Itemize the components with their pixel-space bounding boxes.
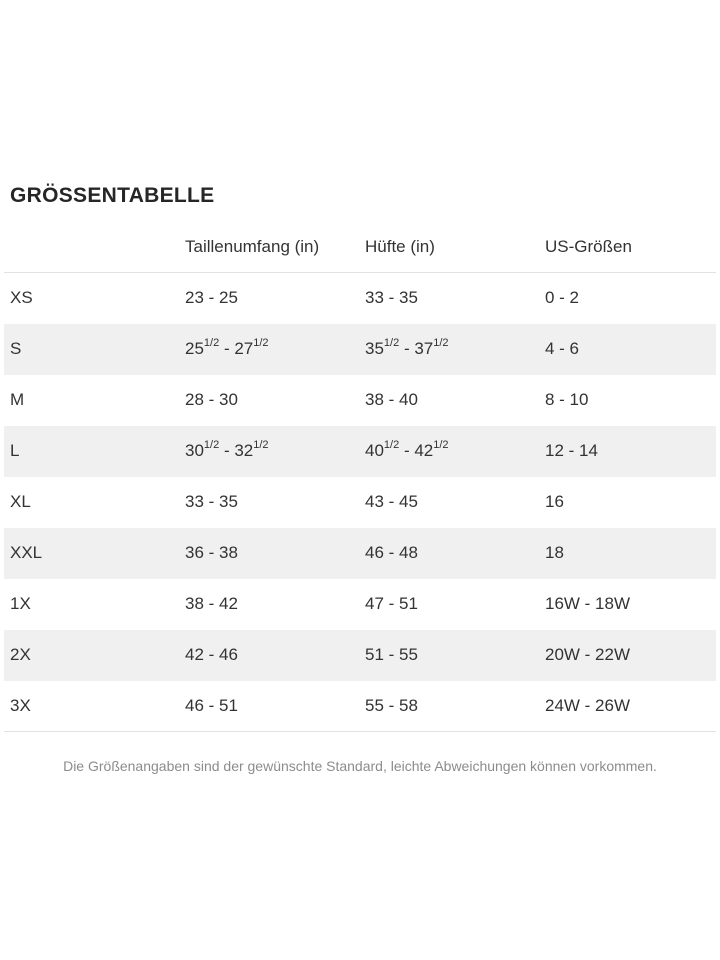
cell-size-label: XXL xyxy=(10,543,43,562)
cell-waist-range: 46 - 51 xyxy=(185,680,365,732)
size-table-header: Taillenumfang (in) Hüfte (in) US-Größen xyxy=(4,237,716,273)
cell-size-label: XL xyxy=(10,492,31,511)
table-row: 3X 46 - 51 55 - 58 24W - 26W xyxy=(4,680,716,732)
cell-size-label: S xyxy=(10,339,22,358)
column-header-waist: Taillenumfang (in) xyxy=(185,237,365,273)
column-header-us-sizes: US-Größen xyxy=(545,237,716,273)
cell-waist-range: 38 - 42 xyxy=(185,594,238,613)
cell-hip-range: 38 - 40 xyxy=(365,390,418,409)
table-row: S 251/2 - 271/2 351/2 - 371/2 4 - 6 xyxy=(4,323,716,375)
cell-hip-range: 43 - 45 xyxy=(365,492,418,511)
cell-size-label: M xyxy=(10,390,25,409)
cell-us-size-range: 4 - 6 xyxy=(545,339,580,358)
column-header-hip: Hüfte (in) xyxy=(365,237,545,273)
size-chart-section: GRÖSSENTABELLE Taillenumfang (in) Hüfte … xyxy=(4,184,716,774)
cell-waist-range: 301/2 - 321/2 xyxy=(185,439,269,460)
cell-us-size-range: 20W - 22W xyxy=(545,645,631,664)
cell-waist-range: 23 - 25 xyxy=(185,288,238,308)
cell-us-size-range: 16W - 18W xyxy=(545,594,631,613)
cell-hip-range: 55 - 58 xyxy=(365,680,545,732)
cell-hip-range: 46 - 48 xyxy=(365,543,418,562)
table-row: L 301/2 - 321/2 401/2 - 421/2 12 - 14 xyxy=(4,425,716,477)
table-row: 1X 38 - 42 47 - 51 16W - 18W xyxy=(4,579,716,630)
cell-hip-range: 47 - 51 xyxy=(365,594,418,613)
column-header-size xyxy=(4,237,185,273)
size-table-body: XS 23 - 25 33 - 35 0 - 2 S 251/2 - 271/2… xyxy=(4,273,716,732)
cell-us-size-range: 24W - 26W xyxy=(545,680,716,732)
cell-hip-range: 351/2 - 371/2 xyxy=(365,337,449,358)
cell-size-label: 3X xyxy=(4,680,185,732)
cell-hip-range: 51 - 55 xyxy=(365,645,418,664)
table-row: XL 33 - 35 43 - 45 16 xyxy=(4,477,716,528)
cell-us-size-range: 0 - 2 xyxy=(545,288,580,308)
table-row: XXL 36 - 38 46 - 48 18 xyxy=(4,527,716,579)
cell-waist-range: 42 - 46 xyxy=(185,645,238,664)
header-row: Taillenumfang (in) Hüfte (in) US-Größen xyxy=(4,237,716,273)
cell-waist-range: 36 - 38 xyxy=(185,543,238,562)
cell-us-size-range: 8 - 10 xyxy=(545,390,589,409)
cell-us-size-range: 18 xyxy=(545,543,564,562)
cell-waist-range: 28 - 30 xyxy=(185,390,238,409)
cell-size-label: 1X xyxy=(10,594,31,613)
cell-us-size-range: 16 xyxy=(545,492,564,511)
cell-us-size-range: 12 - 14 xyxy=(545,441,598,460)
cell-size-label: 2X xyxy=(10,645,31,664)
cell-waist-range: 33 - 35 xyxy=(185,492,238,511)
cell-hip-range: 33 - 35 xyxy=(365,288,418,308)
table-row: 2X 42 - 46 51 - 55 20W - 22W xyxy=(4,629,716,681)
size-table: Taillenumfang (in) Hüfte (in) US-Größen … xyxy=(4,237,716,732)
cell-hip-range: 401/2 - 421/2 xyxy=(365,439,449,460)
table-row: M 28 - 30 38 - 40 8 - 10 xyxy=(4,375,716,426)
cell-size-label: XS xyxy=(10,288,33,308)
cell-size-label: L xyxy=(10,441,20,460)
table-row: XS 23 - 25 33 - 35 0 - 2 xyxy=(4,273,716,324)
cell-waist-range: 251/2 - 271/2 xyxy=(185,337,269,358)
size-disclaimer: Die Größenangaben sind der gewünschte St… xyxy=(63,758,657,774)
page-title: GRÖSSENTABELLE xyxy=(10,184,215,207)
